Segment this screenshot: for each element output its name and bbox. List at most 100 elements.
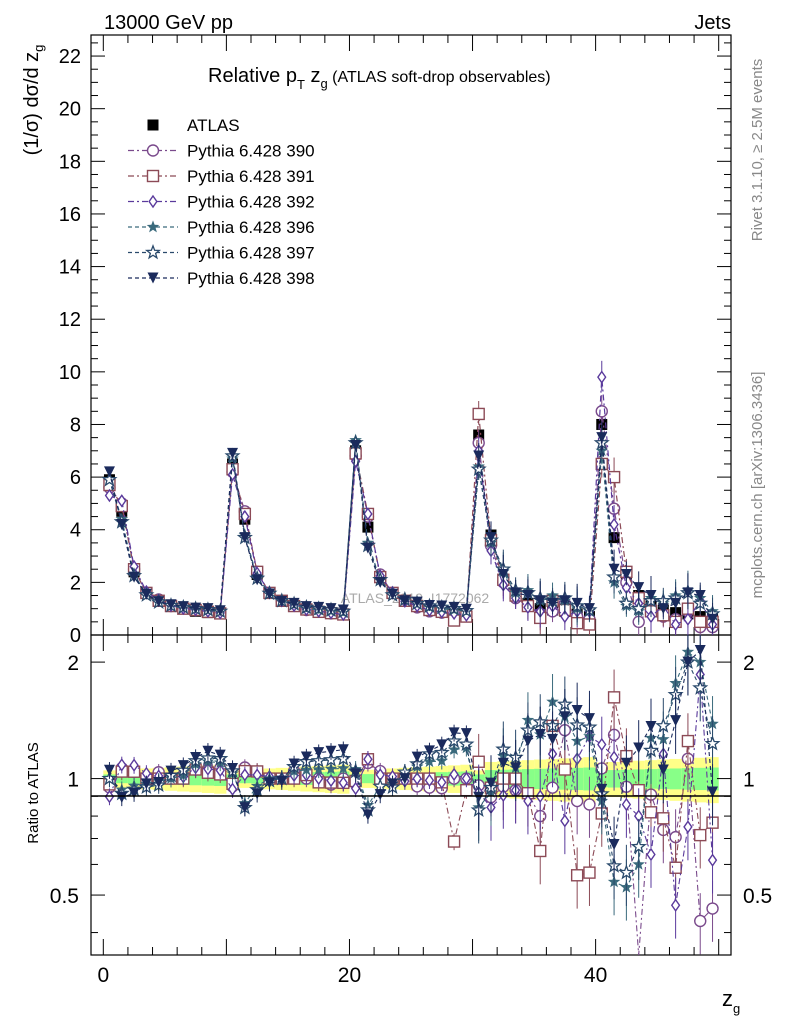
series-3-ratio-point [326,773,336,788]
series-6-ratio-point [448,727,460,739]
series-6-ratio-point [559,711,571,723]
series-6-point [485,532,497,544]
series-6-ratio-point [362,809,374,821]
series-6-ratio-point [473,791,485,803]
legend: ATLAS Pythia 6.428 390 Pythia 6.428 391 Pyt… [128,116,315,288]
series-6-ratio-point [571,704,583,716]
y-tick-label: 16 [59,204,81,226]
ratio-y-tick-label-right: 0.5 [743,885,772,908]
series-6-ratio-point [670,715,682,727]
series-6-ratio-point [276,775,288,787]
series-3-point [683,612,693,626]
series-6-ratio-point [707,786,719,798]
legend-marker [147,272,159,284]
series-6-ratio-point [522,735,534,747]
series-6-ratio-point [682,656,694,668]
y-tick-label: 0 [70,625,81,647]
series-6-ratio-point [140,778,152,790]
series-5-ratio-point [630,838,647,854]
series-3-ratio-point [424,773,435,788]
series-6-point [165,599,177,611]
series-2-ratio-point [607,691,621,704]
y-tick-label: 10 [59,362,81,384]
series-3-ratio-point [560,814,570,828]
series-2-point [607,470,621,484]
series-6-point [374,576,386,588]
series-2-ratio-point [570,869,584,882]
series-1-point [595,405,608,418]
x-tick-label: 40 [584,964,607,987]
series-5-ratio-point [458,735,475,752]
series-5-point [630,600,647,616]
series-4-ratio-point [337,761,350,774]
series-6-ratio-point [633,742,645,754]
series-5-point [470,460,487,477]
series-6-ratio-point [608,838,620,850]
series-6-point [300,601,312,613]
x-tick-label: 0 [97,964,109,987]
series-6-point [350,440,362,452]
rivet-label: Rivet 3.1.10, ≥ 2.5M events [749,59,766,242]
series-6-point [337,604,349,616]
series-3-point [104,488,115,503]
series-6-point [128,571,140,583]
process-label: Jets [694,12,731,34]
series-6-point [448,601,460,613]
series-6-point [583,603,595,615]
series-6-point [473,450,485,462]
series-6-ratio-point [190,752,202,764]
series-3-point [560,609,570,624]
series-5-ratio-point [692,679,709,695]
ratio-y-tick-label-right: 2 [743,652,755,675]
series-6-point [608,563,620,575]
series-3-ratio-point [412,771,422,786]
legend-marker [144,244,162,260]
series-2-ratio-point [657,812,670,825]
series-6-point [325,603,337,615]
series-2-ratio-point [694,828,707,842]
series-6-ratio-point [103,764,115,776]
series-5-ratio-point [618,864,635,880]
series-6-ratio-point [350,768,362,780]
series-2-ratio-point [558,763,572,776]
series-3-ratio-point [117,758,127,772]
series-3-ratio-point [597,737,607,752]
series-6-ratio-point [399,773,411,785]
main-series-group [101,360,721,635]
series-5-point [101,471,118,487]
legend-marker [146,144,160,157]
series-6-point [116,518,128,530]
series-6-ratio-line [108,649,714,845]
series-6-point [423,600,435,612]
series-6-point [313,601,325,613]
legend-marker [146,220,160,233]
series-3-ratio-point [449,767,459,782]
legend-entry-label: Pythia 6.428 391 [187,167,315,186]
series-6-point [239,532,251,544]
series-3-point [350,454,361,469]
series-6-point [387,588,399,600]
y-tick-label: 22 [59,46,81,68]
series-6-point [140,588,152,600]
series-6-ratio-point [411,751,423,763]
series-3-ratio-point [683,820,693,834]
series-6-ratio-point [374,789,386,801]
series-6-ratio-point [620,757,632,769]
y-tick-label: 14 [59,257,81,279]
mcplots-label: mcplots.cern.ch [arXiv:1306.3436] [749,372,766,599]
series-6-ratio-point [534,728,546,740]
series-6-point [153,596,165,608]
legend-marker [147,119,159,131]
series-6-ratio-point [227,763,239,775]
x-tick-label: 20 [338,964,361,987]
y-tick-label: 12 [59,309,81,331]
series-6-point [227,447,239,459]
series-6-point [399,595,411,607]
series-6-point [190,602,202,614]
series-1-ratio-point [583,798,596,811]
series-6-point [177,601,189,613]
beam-label: 13000 GeV pp [104,12,233,34]
y-tick-label: 8 [70,414,81,436]
y-axis-label: (1/σ) dσ/d zg [21,45,46,156]
series-3-ratio-point [227,782,238,796]
